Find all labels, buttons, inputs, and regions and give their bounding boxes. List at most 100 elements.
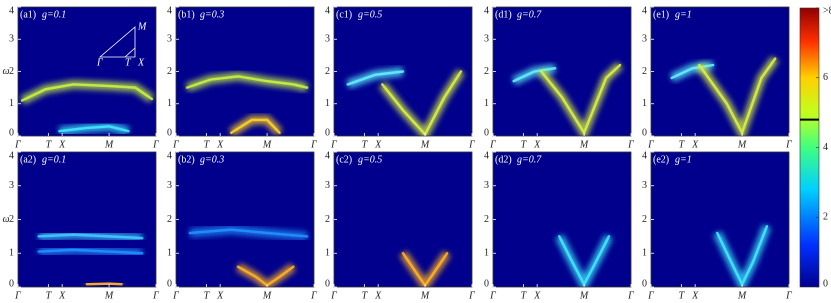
x-tick-label: M	[420, 139, 430, 150]
x-tick-label: Γ	[489, 139, 496, 150]
y-tick-label: 4	[484, 150, 489, 161]
ridge	[346, 70, 405, 86]
heatmap-bg	[651, 152, 789, 287]
x-tick-label: X	[374, 290, 382, 301]
x-tick-label: Γ	[627, 139, 634, 150]
y-tick-label: 0	[9, 278, 14, 289]
y-tick-label: 4	[642, 5, 647, 16]
heatmap	[20, 79, 155, 136]
y-tick-label: 0	[9, 127, 14, 138]
x-tick-label: Γ	[172, 139, 179, 150]
y-tick-label: 0	[167, 278, 172, 289]
x-tick-label: T	[46, 139, 53, 150]
x-tick-label: Γ	[152, 139, 159, 150]
panel-label: (c1)	[336, 9, 352, 20]
x-tick-label: M	[104, 290, 114, 301]
x-tick-label: X	[58, 139, 66, 150]
ridge	[20, 83, 154, 102]
panel-param: g=0.1	[42, 154, 66, 165]
x-tick-label: X	[374, 139, 382, 150]
x-tick-label: Γ	[785, 290, 792, 301]
colorbar-tick-label: 6	[823, 72, 828, 83]
panel-param: g=0.7	[517, 9, 542, 20]
y-tick-label: 2	[325, 66, 330, 77]
y-tick-label: 3	[9, 180, 14, 191]
x-tick-label: Γ	[310, 290, 317, 301]
y-tick-label: 0	[325, 278, 330, 289]
ridge	[188, 228, 309, 238]
panel-param: g=0.5	[358, 9, 382, 20]
x-tick-label: Γ	[647, 290, 654, 301]
panel-param: g=0.3	[200, 154, 224, 165]
heatmap	[669, 55, 779, 136]
x-tick-label: Γ	[468, 290, 475, 301]
x-tick-label: T	[204, 139, 211, 150]
y-tick-label: 2	[9, 66, 14, 77]
y-tick-label: 2	[167, 66, 172, 77]
x-tick-label: Γ	[330, 139, 337, 150]
x-tick-label: X	[58, 290, 66, 301]
x-tick-label: Γ	[152, 290, 159, 301]
inset-label: Γ	[96, 57, 103, 68]
heatmap	[37, 230, 144, 287]
x-tick-label: X	[216, 290, 224, 301]
y-tick-label: 2	[167, 214, 172, 225]
inset-triangle	[98, 26, 136, 58]
y-tick-label: 0	[642, 278, 647, 289]
y-tick-label: 0	[325, 127, 330, 138]
y-tick-label: 3	[325, 180, 330, 191]
ridge	[185, 75, 309, 89]
inset-label: X	[137, 57, 145, 68]
y-tick-label: 4	[642, 150, 647, 161]
x-tick-label: T	[362, 290, 369, 301]
x-tick-label: Γ	[172, 290, 179, 301]
y-tick-label: 4	[167, 150, 172, 161]
y-tick-label: 1	[167, 248, 172, 259]
y-tick-label: 3	[484, 34, 489, 45]
inset-label: T	[125, 57, 132, 68]
x-tick-label: T	[679, 290, 686, 301]
y-tick-label: 3	[9, 34, 14, 45]
x-tick-label: M	[262, 290, 272, 301]
x-tick-label: M	[262, 139, 272, 150]
y-tick-label: 1	[167, 98, 172, 109]
y-tick-label: 0	[484, 127, 489, 138]
heatmap-bg	[334, 152, 472, 287]
panel-label: (a1)	[20, 9, 36, 20]
y-tick-label: 1	[9, 98, 14, 109]
ridge	[37, 233, 144, 240]
y-tick-label: 3	[167, 34, 172, 45]
colorbar-tick-label: 0	[823, 278, 828, 289]
y-tick-label: 3	[325, 34, 330, 45]
x-tick-label: T	[521, 139, 528, 150]
x-tick-label: Γ	[14, 139, 21, 150]
y-tick-label: 0	[642, 127, 647, 138]
ridge	[58, 125, 130, 133]
x-tick-label: X	[216, 139, 224, 150]
y-tick-label: 1	[325, 248, 330, 259]
y-tick-label: 3	[642, 180, 647, 191]
ridge	[698, 57, 777, 136]
y-tick-label: 1	[642, 98, 647, 109]
ridge	[670, 63, 715, 80]
y-tick-label: 4	[325, 150, 330, 161]
y-tick-label: 4	[167, 5, 172, 16]
x-tick-label: T	[521, 290, 528, 301]
y-tick-label: 3	[484, 180, 489, 191]
y-tick-label: 2	[642, 66, 647, 77]
x-tick-label: Γ	[627, 290, 634, 301]
colorbar-tick-label: >8	[823, 5, 831, 16]
heatmap-bg	[493, 152, 631, 287]
x-tick-label: T	[679, 139, 686, 150]
ridge	[37, 248, 144, 255]
panel-param: g=1	[675, 154, 692, 165]
panel-label: (e1)	[653, 9, 669, 20]
y-tick-label: 2	[325, 214, 330, 225]
y-tick-label: 2	[484, 214, 489, 225]
heatmap-bg	[176, 7, 314, 136]
y-tick-label: 1	[642, 248, 647, 259]
x-tick-label: X	[691, 290, 699, 301]
y-tick-label: 4	[9, 150, 14, 161]
y-tick-label: 1	[484, 98, 489, 109]
x-tick-label: X	[533, 139, 541, 150]
